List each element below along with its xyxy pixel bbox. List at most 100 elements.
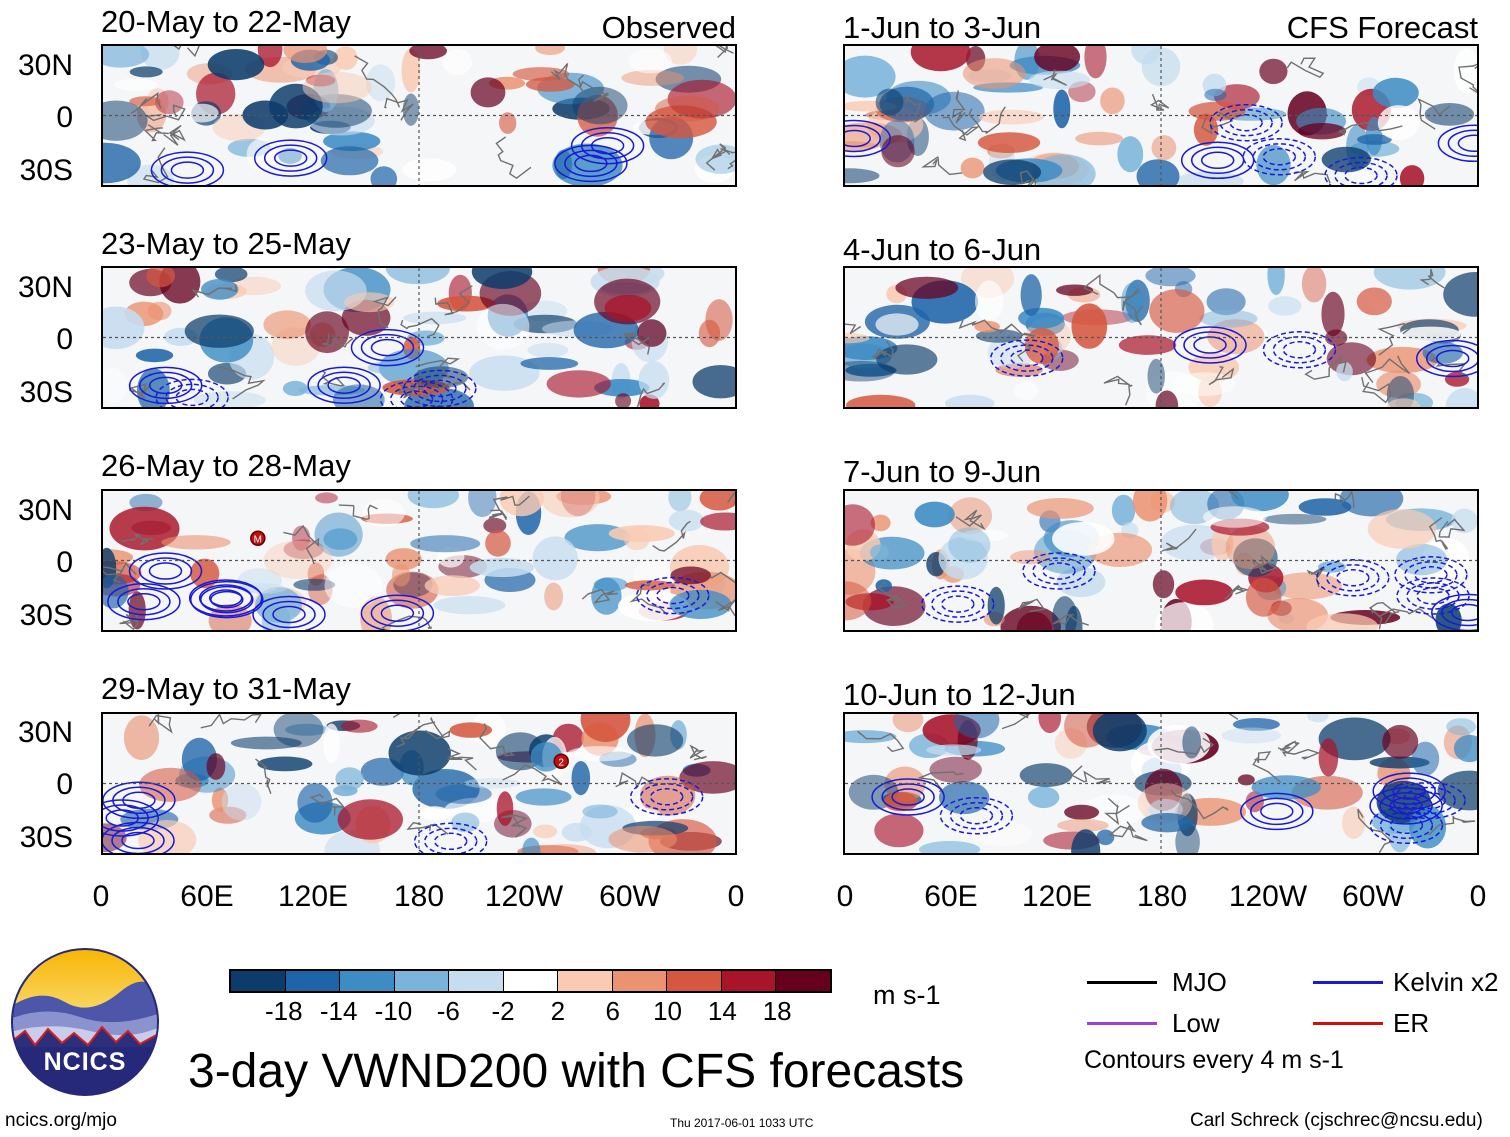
- colorbar-tick-label: 6: [605, 996, 620, 1026]
- coastline: [425, 716, 451, 740]
- footer-author[interactable]: Carl Schreck (cjschrec@ncsu.edu): [1190, 1110, 1483, 1131]
- coastline: [1304, 355, 1347, 380]
- anomaly-shading: [103, 46, 150, 68]
- anomaly-shading: [628, 48, 672, 74]
- footer-url[interactable]: ncics.org/mjo: [5, 1110, 117, 1131]
- legend-mjo-label: MJO: [1172, 967, 1227, 997]
- anomaly-shading: [914, 501, 955, 528]
- coastline: [1417, 98, 1451, 130]
- panel-date-left-2: 23-May to 25-May: [101, 226, 351, 261]
- coastline: [322, 333, 354, 348]
- anomaly-shading: [340, 719, 378, 733]
- coastline: [148, 714, 173, 734]
- anomaly-shading: [974, 320, 1000, 333]
- coastline: [581, 588, 618, 604]
- anomaly-shading: [305, 311, 349, 354]
- anomaly-shading: [1084, 46, 1107, 79]
- colorbar-swatch: [666, 971, 721, 991]
- anomaly-shading: [608, 825, 677, 853]
- anomaly-shading: [1367, 509, 1437, 549]
- kelvin-contour: [646, 581, 700, 610]
- anomaly-shading: [615, 393, 632, 407]
- kelvin-contour: [990, 339, 1064, 377]
- coastline: [636, 382, 666, 407]
- kelvin-contour: [423, 379, 457, 398]
- anomaly-shading: [257, 46, 283, 68]
- anomaly-shading: [876, 344, 938, 375]
- anomaly-shading: [604, 294, 652, 322]
- kelvin-contour: [380, 604, 415, 622]
- coastline: [714, 598, 735, 617]
- kelvin-contour: [1431, 593, 1477, 630]
- anomaly-shading: [1118, 335, 1177, 355]
- anomaly-shading: [1245, 791, 1264, 813]
- anomaly-shading: [1382, 724, 1419, 759]
- colorbar-swatch: [448, 971, 503, 991]
- lat-label-0: 0: [56, 768, 73, 801]
- coastline: [487, 508, 508, 521]
- kelvin-contour: [1032, 557, 1086, 585]
- anomaly-shading: [953, 714, 1000, 739]
- anomaly-shading: [892, 714, 924, 733]
- kelvin-contour: [1437, 124, 1477, 163]
- anomaly-shading: [385, 548, 422, 570]
- anomaly-shading: [1136, 159, 1180, 185]
- anomaly-shading: [385, 268, 450, 285]
- logo-emblem-icon: [11, 948, 159, 1096]
- map-field: [845, 491, 1477, 630]
- coastline: [1018, 598, 1046, 613]
- map-panel-left-4: 2: [101, 712, 737, 855]
- anomaly-shading: [670, 566, 711, 585]
- anomaly-shading: [1111, 494, 1136, 526]
- kelvin-contour: [190, 580, 264, 619]
- kelvin-contour: [360, 333, 415, 362]
- coastline: [1419, 268, 1445, 289]
- anomaly-shading: [1151, 135, 1177, 161]
- kelvin-contour: [1193, 336, 1227, 354]
- anomaly-shading: [845, 168, 880, 184]
- anomaly-shading: [449, 722, 493, 738]
- anomaly-shading: [669, 589, 732, 619]
- anomaly-shading: [499, 112, 517, 134]
- kelvin-contour: [413, 374, 467, 403]
- coastline: [1001, 714, 1031, 730]
- anomaly-shading: [1125, 279, 1150, 322]
- anomaly-shading: [1020, 274, 1042, 317]
- coastline: [1070, 765, 1111, 785]
- kelvin-contour: [1435, 349, 1470, 368]
- coastline: [145, 104, 186, 122]
- coastline: [309, 793, 346, 816]
- kelvin-contour: [128, 552, 203, 590]
- anomaly-shading: [1399, 165, 1425, 185]
- anomaly-shading: [679, 761, 735, 794]
- kelvin-contour: [111, 826, 165, 853]
- kelvin-contour: [881, 783, 935, 811]
- anomaly-shading: [1268, 296, 1302, 316]
- kelvin-contour: [403, 369, 477, 407]
- anomaly-shading: [324, 563, 383, 608]
- figure-title: 3-day VWND200 with CFS forecasts: [188, 1045, 965, 1098]
- coastline: [1004, 323, 1036, 362]
- coastline: [1338, 121, 1403, 136]
- anomaly-shading: [469, 557, 535, 578]
- anomaly-shading: [201, 278, 239, 300]
- coastline: [1170, 789, 1229, 820]
- anomaly-shading: [1147, 358, 1165, 394]
- anomaly-shading: [1057, 818, 1109, 832]
- kelvin-contour: [103, 781, 176, 820]
- anomaly-shading: [1396, 543, 1448, 576]
- anomaly-shading: [206, 753, 226, 780]
- lat-label-0: 0: [56, 101, 73, 134]
- colorbar-swatch: [611, 971, 667, 991]
- map-panel-left-1: [101, 44, 737, 187]
- coastline: [1208, 366, 1235, 386]
- lon-label-180: 180: [1136, 880, 1188, 913]
- anomaly-shading: [895, 276, 959, 299]
- anomaly-shading: [1154, 602, 1214, 630]
- coastline: [495, 136, 532, 180]
- anomaly-shading: [1267, 268, 1285, 296]
- kelvin-contour: [389, 385, 444, 407]
- anomaly-shading: [451, 812, 480, 833]
- map-panel-right-3: [843, 489, 1479, 632]
- anomaly-shading: [987, 586, 1005, 625]
